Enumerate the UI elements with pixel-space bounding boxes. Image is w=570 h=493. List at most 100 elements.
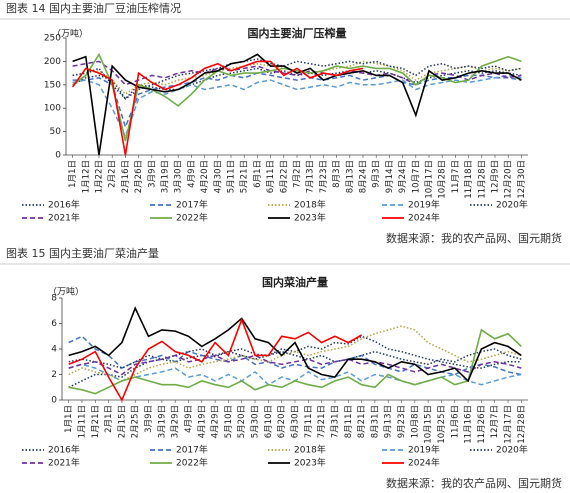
series-line xyxy=(71,60,364,156)
x-tick-label: 3月9日 xyxy=(147,160,157,188)
chart-title: 国内主要油厂压榨量 xyxy=(248,26,347,40)
x-tick-label: 6月11日 xyxy=(266,160,276,193)
series-line xyxy=(72,58,522,100)
x-tick-label: 6月20日 xyxy=(277,405,287,438)
legend-label: 2022年 xyxy=(176,212,208,224)
legend-label: 2018年 xyxy=(294,444,326,456)
x-tick-label: 10月15日 xyxy=(424,405,434,444)
figure-source: 数据来源：我的农产品网、国元期货 xyxy=(386,476,562,490)
legend-label: 2017年 xyxy=(176,199,208,211)
x-tick-label: 1月1日 xyxy=(64,405,74,433)
y-tick-label: 150 xyxy=(44,80,61,90)
x-tick-label: 9月13日 xyxy=(384,405,394,438)
series-line xyxy=(68,317,362,402)
x-tick-label: 12月28日 xyxy=(517,405,527,444)
x-tick-label: 2月1日 xyxy=(104,405,114,433)
x-tick-label: 2月2日 xyxy=(108,160,118,188)
x-tick-label: 5月30日 xyxy=(251,405,261,438)
x-tick-label: 8月3日 xyxy=(332,160,342,188)
x-tick-label: 3月19日 xyxy=(161,160,171,193)
x-tick-label: 5月21日 xyxy=(240,160,250,193)
legend-label: 2023年 xyxy=(294,457,326,469)
x-tick-label: 4月20日 xyxy=(200,160,210,193)
x-tick-label: 5月20日 xyxy=(237,405,247,438)
x-tick-label: 11月18日 xyxy=(464,160,474,199)
legend-label: 2020年 xyxy=(496,444,528,456)
x-tick-label: 12月30日 xyxy=(517,160,527,199)
x-tick-label: 3月9日 xyxy=(144,405,154,433)
x-tick-label: 8月21日 xyxy=(357,405,367,438)
x-tick-label: 11月6日 xyxy=(450,405,460,438)
legend-label: 2019年 xyxy=(408,199,440,211)
x-tick-label: 8月31日 xyxy=(370,405,380,438)
series-line xyxy=(68,335,522,376)
x-tick-label: 12月9日 xyxy=(491,160,501,193)
x-tick-label: 1月12日 xyxy=(81,160,91,193)
x-tick-label: 10月8日 xyxy=(410,405,420,438)
legend-label: 2016年 xyxy=(48,199,80,211)
legend-label: 2024年 xyxy=(408,212,440,224)
x-tick-label: 7月13日 xyxy=(306,160,316,193)
x-tick-label: 1月11日 xyxy=(77,405,87,438)
x-tick-label: 7月31日 xyxy=(330,405,340,438)
x-tick-label: 6月22日 xyxy=(279,160,289,193)
x-tick-label: 11月28日 xyxy=(477,160,487,199)
x-tick-label: 9月24日 xyxy=(398,160,408,193)
x-tick-label: 4月30日 xyxy=(213,160,223,193)
figure-caption: 图表 14 国内主要油厂豆油压榨情况 xyxy=(6,1,181,15)
legend-label: 2017年 xyxy=(176,444,208,456)
x-tick-label: 10月17日 xyxy=(425,160,435,199)
series-line xyxy=(68,328,522,395)
x-tick-label: 10月28日 xyxy=(438,160,448,199)
y-tick-label: 6 xyxy=(51,319,57,329)
series-line xyxy=(72,72,522,130)
figure-source: 数据来源：我的农产品网、国元期货 xyxy=(386,231,562,245)
x-tick-label: 6月30日 xyxy=(291,405,301,438)
x-tick-label: 1月21日 xyxy=(91,405,101,438)
x-tick-label: 1月22日 xyxy=(95,160,105,193)
legend-label: 2024年 xyxy=(408,457,440,469)
series-line xyxy=(72,74,522,139)
x-tick-label: 4月9日 xyxy=(184,405,194,433)
x-tick-label: 5月10日 xyxy=(224,405,234,438)
x-tick-label: 2月26日 xyxy=(134,160,144,193)
x-tick-label: 10月25日 xyxy=(437,405,447,444)
x-tick-label: 11月16日 xyxy=(464,405,474,444)
y-axis-label: （万吨） xyxy=(52,28,88,40)
legend-label: 2016年 xyxy=(48,444,80,456)
x-tick-label: 10月7日 xyxy=(411,160,421,193)
y-tick-label: 8 xyxy=(51,294,57,304)
legend-label: 2022年 xyxy=(176,457,208,469)
legend-label: 2020年 xyxy=(496,199,528,211)
x-tick-label: 3月29日 xyxy=(171,405,181,438)
x-tick-label: 7月11日 xyxy=(304,405,314,438)
y-tick-label: 100 xyxy=(44,104,61,114)
x-tick-label: 2月15日 xyxy=(117,405,127,438)
x-tick-label: 5月11日 xyxy=(227,160,237,193)
series-line xyxy=(72,53,522,156)
series-line xyxy=(68,354,522,376)
series-line xyxy=(68,325,522,382)
x-tick-label: 7月23日 xyxy=(319,160,329,193)
x-tick-label: 2月16日 xyxy=(121,160,131,193)
x-tick-label: 8月11日 xyxy=(344,405,354,438)
legend-label: 2018年 xyxy=(294,199,326,211)
legend-label: 2019年 xyxy=(408,444,440,456)
x-tick-label: 3月30日 xyxy=(174,160,184,193)
x-tick-label: 9月23日 xyxy=(397,405,407,438)
x-tick-label: 7月21日 xyxy=(317,405,327,438)
x-tick-label: 9月3日 xyxy=(372,160,382,188)
legend-label: 2021年 xyxy=(48,457,80,469)
y-tick-label: 4 xyxy=(51,345,57,355)
figure-caption: 图表 15 国内主要油厂菜油产量 xyxy=(6,246,159,260)
x-tick-label: 6月1日 xyxy=(253,160,263,188)
x-tick-label: 9月14日 xyxy=(385,160,395,193)
y-tick-label: 50 xyxy=(50,127,62,137)
x-tick-label: 3月19日 xyxy=(157,405,167,438)
y-tick-label: 2 xyxy=(51,370,57,380)
legend-label: 2023年 xyxy=(294,212,326,224)
x-tick-label: 6月10日 xyxy=(264,405,274,438)
x-tick-label: 12月20日 xyxy=(504,160,514,199)
x-tick-label: 4月9日 xyxy=(187,160,197,188)
